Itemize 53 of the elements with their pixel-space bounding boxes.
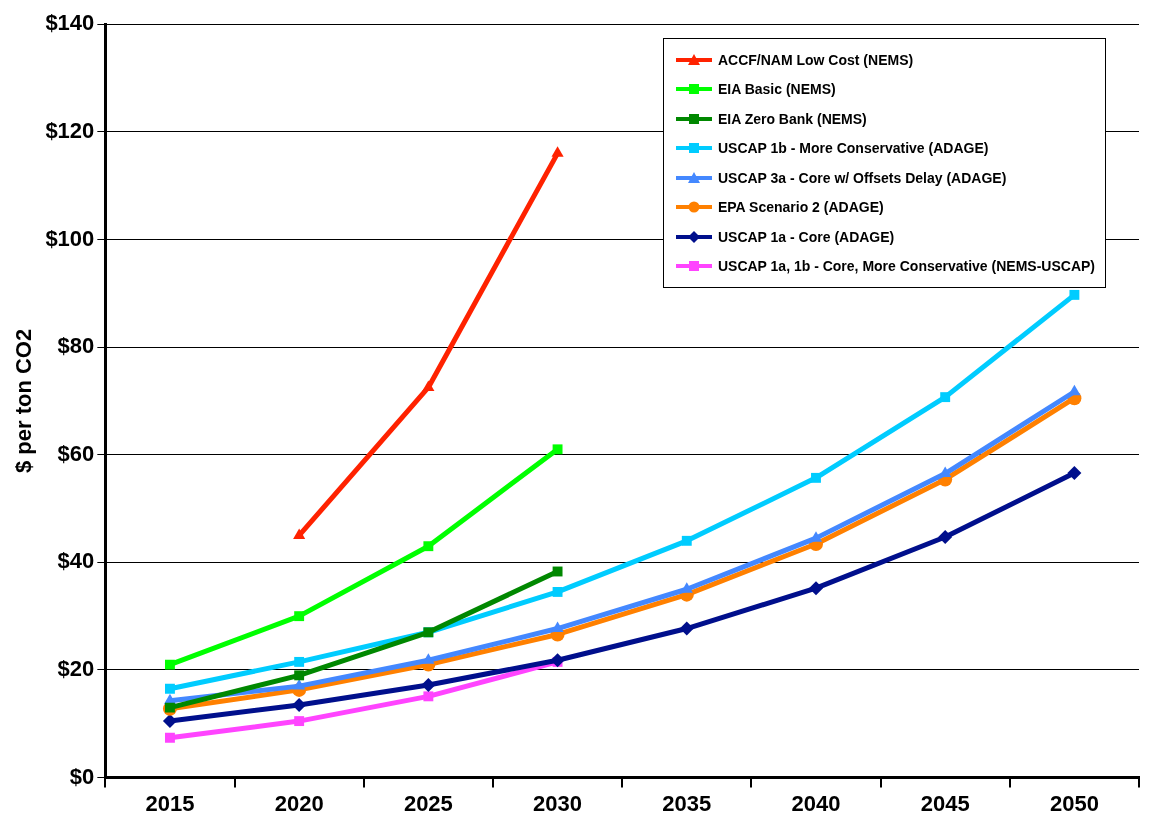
y-tick-label: $100 [45, 225, 95, 251]
point [679, 621, 694, 636]
legend-label: ACCF/NAM Low Cost (NEMS) [717, 51, 914, 68]
y-tick-label: $120 [45, 117, 95, 143]
y-tick-label: $60 [57, 440, 95, 466]
point [292, 697, 307, 712]
x-tick-label: 2035 [662, 790, 712, 816]
point [162, 714, 177, 729]
point [293, 679, 306, 690]
point [681, 535, 692, 546]
point [293, 528, 306, 539]
point [423, 541, 434, 552]
point [811, 472, 821, 483]
legend-label: USCAP 1a, 1b - Core, More Conservative (NEMS-USCAP) [717, 258, 1095, 275]
y-axis-title: $ per ton CO2 [11, 328, 37, 474]
x-tick-label: 2030 [533, 790, 583, 816]
point [422, 653, 435, 664]
point [294, 670, 305, 681]
legend-label: EPA Scenario 2 (ADAGE) [717, 199, 884, 216]
legend-label: EIA Basic (NEMS) [717, 81, 836, 98]
point [552, 586, 563, 597]
point [294, 656, 305, 667]
point [423, 691, 434, 702]
point [551, 146, 564, 157]
point [552, 566, 563, 577]
x-tick-label: 2050 [1049, 790, 1099, 816]
x-tick-label: 2025 [403, 790, 453, 816]
legend-label: USCAP 1a - Core (ADAGE) [717, 228, 895, 245]
y-tick-label: $140 [45, 10, 95, 36]
x-tick-label: 2040 [791, 790, 841, 816]
x-tick-label: 2015 [145, 790, 195, 816]
point [165, 659, 175, 670]
point [421, 678, 436, 693]
point [165, 683, 175, 694]
point [1067, 466, 1082, 481]
point [294, 716, 305, 727]
point [552, 444, 563, 455]
x-tick-label: 2020 [274, 790, 324, 816]
point [1069, 289, 1080, 300]
y-tick-label: $0 [69, 763, 95, 789]
point [940, 392, 951, 403]
point [808, 581, 823, 596]
legend-label: EIA Zero Bank (NEMS) [717, 110, 867, 127]
y-tick-label: $20 [57, 656, 95, 682]
point [938, 530, 953, 545]
legend-label: USCAP 1b - More Conservative (ADAGE) [717, 140, 989, 157]
legend-label: USCAP 3a - Core w/ Offsets Delay (ADAGE) [717, 169, 1007, 186]
point [294, 611, 305, 622]
y-tick-label: $40 [57, 548, 95, 574]
point [165, 732, 175, 743]
point [422, 380, 435, 391]
y-tick-label: $80 [57, 333, 95, 359]
x-tick-label: 2045 [920, 790, 970, 816]
